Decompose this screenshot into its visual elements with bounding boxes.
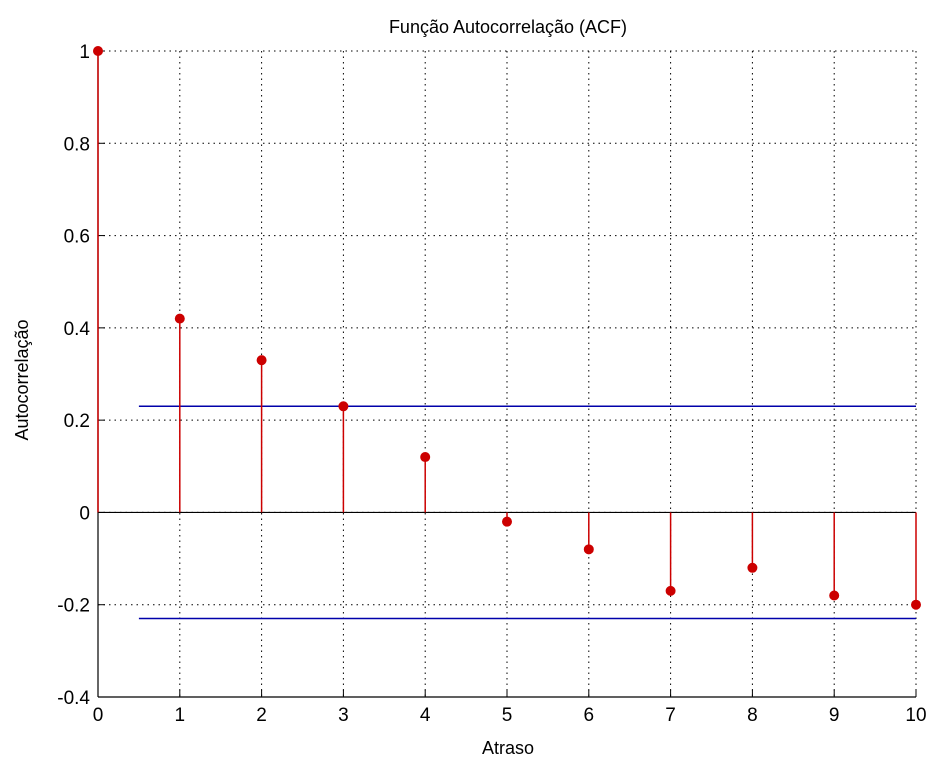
x-axis-title: Atraso — [482, 738, 534, 758]
stem-marker — [911, 599, 921, 610]
stem-series — [93, 46, 921, 610]
stem-marker — [420, 452, 431, 463]
y-tick-label: 0 — [79, 503, 90, 524]
x-tick-label: 3 — [338, 705, 349, 726]
x-tick-label: 10 — [905, 705, 926, 726]
stem-marker — [256, 355, 267, 366]
confidence-bounds — [138, 405, 916, 620]
x-tick-label: 7 — [665, 705, 676, 726]
tick-labels: 0 1 2 3 4 5 6 7 8 9 10 -0.4 -0.2 0 0.2 0.4 0.6 0.8 1 — [57, 42, 926, 726]
stem-marker — [829, 590, 840, 601]
grid-layer — [97, 50, 917, 698]
stem-marker — [583, 544, 594, 555]
y-tick-label: 0.8 — [64, 134, 90, 155]
x-tick-label: 2 — [256, 705, 267, 726]
stem-marker — [174, 313, 185, 324]
x-tick-label: 8 — [747, 705, 758, 726]
x-tick-label: 1 — [175, 705, 186, 726]
stem-marker — [338, 401, 349, 412]
stem-marker — [93, 46, 103, 56]
plot-area — [98, 51, 916, 697]
y-tick-label: -0.2 — [57, 596, 90, 617]
y-tick-label: 1 — [79, 42, 90, 63]
x-tick-label: 0 — [93, 705, 104, 726]
y-tick-label: 0.4 — [64, 319, 91, 340]
x-tick-label: 4 — [420, 705, 431, 726]
x-tick-label: 6 — [584, 705, 595, 726]
chart-title: Função Autocorrelação (ACF) — [389, 17, 627, 37]
stem-marker — [747, 562, 758, 573]
y-tick-label: 0.2 — [64, 411, 90, 432]
y-tick-label: 0.6 — [64, 227, 90, 248]
y-tick-label: -0.4 — [57, 688, 90, 709]
x-tick-label: 9 — [829, 705, 840, 726]
stem-marker — [502, 516, 512, 527]
x-tick-label: 5 — [502, 705, 513, 726]
y-axis-title: Autocorrelação — [12, 319, 32, 440]
stem-marker — [665, 585, 676, 596]
